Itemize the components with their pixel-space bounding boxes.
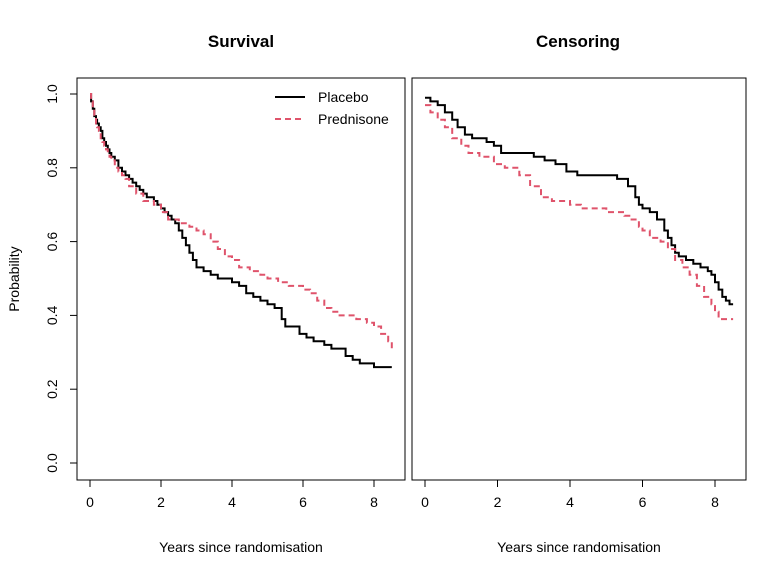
- survival-curve-placebo: [90, 93, 392, 369]
- survival-x-tick-label: 2: [157, 494, 165, 510]
- survival-y-tick-label: 0.6: [44, 232, 60, 252]
- censoring-xlabel: Years since randomisation: [497, 539, 661, 555]
- censoring-curves: [425, 96, 734, 321]
- censoring-curve-prednisone: [425, 104, 734, 321]
- censoring-x-tick-label: 8: [711, 494, 719, 510]
- survival-y-tick-label: 0.2: [44, 379, 60, 399]
- legend-label-placebo: Placebo: [318, 89, 369, 105]
- survival-y-tick-label: 0.4: [44, 305, 60, 325]
- survival-curves: [90, 93, 393, 369]
- survival-y-tick-label: 0.8: [44, 158, 60, 178]
- survival-title: Survival: [208, 32, 274, 51]
- legend-label-prednisone: Prednisone: [318, 111, 389, 127]
- censoring-x-tick-label: 0: [421, 494, 429, 510]
- survival-y-tick-label: 0.0: [44, 453, 60, 473]
- censoring-x-tick-label: 6: [639, 494, 647, 510]
- survival-ylabel: Probability: [6, 246, 22, 311]
- survival-x-tick-label: 8: [370, 494, 378, 510]
- survival-x-tick-label: 0: [86, 494, 94, 510]
- censoring-title: Censoring: [536, 32, 620, 51]
- censoring-panel: Censoring Years since randomisation 0 2 4 6…: [411, 32, 747, 555]
- censoring-curve-placebo: [425, 96, 734, 306]
- survival-curve-prednisone: [90, 93, 393, 353]
- survival-panel: Survival Probability Years since randomi…: [6, 32, 406, 555]
- censoring-x-axis: 0 2 4 6 8: [421, 479, 719, 510]
- survival-xlabel: Years since randomisation: [159, 539, 323, 555]
- survival-y-tick-label: 1.0: [44, 84, 60, 104]
- censoring-x-tick-label: 4: [566, 494, 574, 510]
- survival-y-axis: 0.0 0.2 0.4 0.6 0.8 1.0: [44, 84, 78, 473]
- survival-x-tick-label: 4: [228, 494, 236, 510]
- survival-plot-box: [76, 77, 406, 481]
- legend: Placebo Prednisone: [275, 89, 389, 127]
- survival-x-axis: 0 2 4 6 8: [86, 479, 378, 510]
- survival-x-tick-label: 6: [299, 494, 307, 510]
- censoring-x-tick-label: 2: [494, 494, 502, 510]
